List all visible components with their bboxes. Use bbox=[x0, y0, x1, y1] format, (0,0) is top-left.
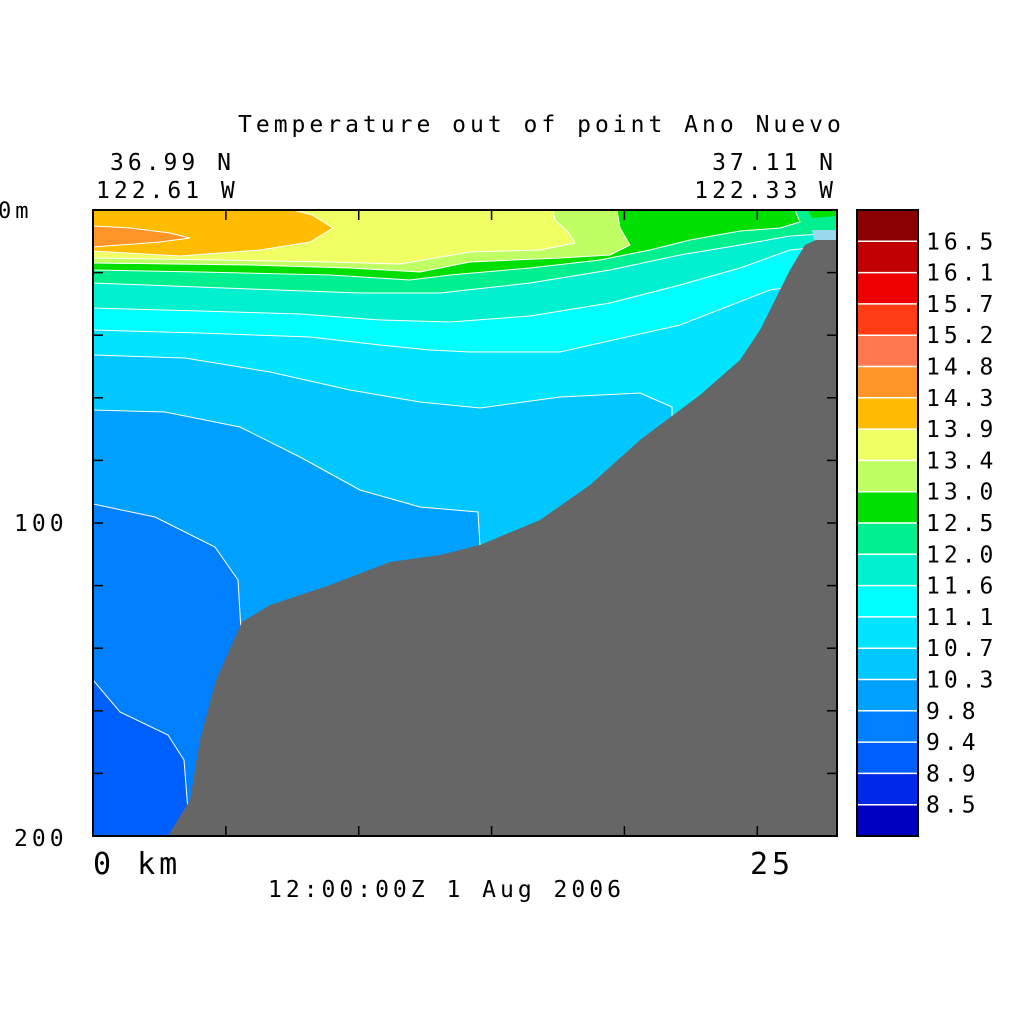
colorbar-swatch bbox=[857, 397, 918, 430]
chart-title: Temperature out of point Ano Nuevo bbox=[238, 112, 845, 138]
start-longitude: 122.61 W bbox=[96, 178, 239, 204]
colorbar-swatch bbox=[857, 710, 918, 743]
colorbar-swatch bbox=[857, 241, 918, 274]
colorbar-swatch bbox=[857, 491, 918, 524]
coastal-green-patch bbox=[808, 210, 837, 218]
colorbar-swatch bbox=[857, 773, 918, 806]
colorbar-swatch bbox=[857, 742, 918, 774]
colorbar-label: 13.4 bbox=[926, 448, 997, 474]
x-axis-start-label: 0 km bbox=[93, 847, 181, 882]
colorbar-label: 11.6 bbox=[926, 574, 997, 600]
colorbar-label: 15.2 bbox=[926, 323, 997, 349]
colorbar: 16.5 16.1 15.7 15.2 14.8 14.3 13.9 13.4 13.0 12.5… bbox=[856, 209, 997, 837]
colorbar-frame bbox=[856, 209, 919, 837]
colorbar-swatch bbox=[857, 429, 918, 461]
colorbar-label: 13.9 bbox=[926, 417, 997, 443]
colorbar-label: 12.5 bbox=[926, 511, 997, 537]
colorbar-swatch bbox=[857, 616, 918, 649]
colorbar-label: 10.7 bbox=[926, 636, 997, 662]
timestamp-label: 12:00:00Z 1 Aug 2006 bbox=[268, 877, 625, 903]
colorbar-swatch bbox=[857, 554, 918, 587]
colorbar-swatch bbox=[857, 585, 918, 618]
colorbar-swatch bbox=[857, 335, 918, 367]
colorbar-label: 15.7 bbox=[926, 292, 997, 318]
colorbar-label: 11.1 bbox=[926, 605, 997, 631]
x-axis-end-label: 25 bbox=[750, 847, 794, 882]
y-axis-top-label: 0m bbox=[0, 199, 33, 224]
colorbar-label: 16.5 bbox=[926, 229, 997, 255]
start-latitude: 36.99 N bbox=[110, 150, 235, 176]
colorbar-label: 13.0 bbox=[926, 480, 997, 506]
colorbar-swatch bbox=[857, 210, 918, 242]
colorbar-swatch bbox=[857, 648, 918, 680]
band-13-9-to-14-3 bbox=[93, 225, 191, 248]
seafloor-bathymetry bbox=[168, 240, 837, 836]
axis-ticks bbox=[92, 209, 837, 837]
colorbar-swatch bbox=[857, 679, 918, 712]
colorbar-label: 8.9 bbox=[926, 761, 980, 787]
colorbar-swatch bbox=[857, 460, 918, 493]
colorbar-label: 14.8 bbox=[926, 355, 997, 381]
colorbar-swatch bbox=[857, 366, 918, 399]
end-latitude: 37.11 N bbox=[712, 150, 837, 176]
colorbar-swatch bbox=[857, 303, 918, 336]
colorbar-label: 16.1 bbox=[926, 261, 997, 287]
colorbar-swatch bbox=[857, 272, 918, 305]
colorbar-swatch bbox=[857, 523, 918, 555]
colorbar-label: 9.8 bbox=[926, 699, 980, 725]
colorbar-label: 8.5 bbox=[926, 793, 980, 819]
end-longitude: 122.33 W bbox=[694, 178, 837, 204]
colorbar-label: 12.0 bbox=[926, 542, 997, 568]
contour-plot-area bbox=[93, 210, 837, 836]
band-13-4-to-13-9 bbox=[93, 210, 334, 257]
colorbar-label: 9.4 bbox=[926, 730, 980, 756]
colorbar-label: 10.3 bbox=[926, 668, 997, 694]
y-tick-label-100: 100 bbox=[14, 511, 68, 537]
y-tick-label-200: 200 bbox=[14, 826, 68, 852]
colorbar-swatch bbox=[857, 804, 918, 837]
colorbar-label: 14.3 bbox=[926, 386, 997, 412]
